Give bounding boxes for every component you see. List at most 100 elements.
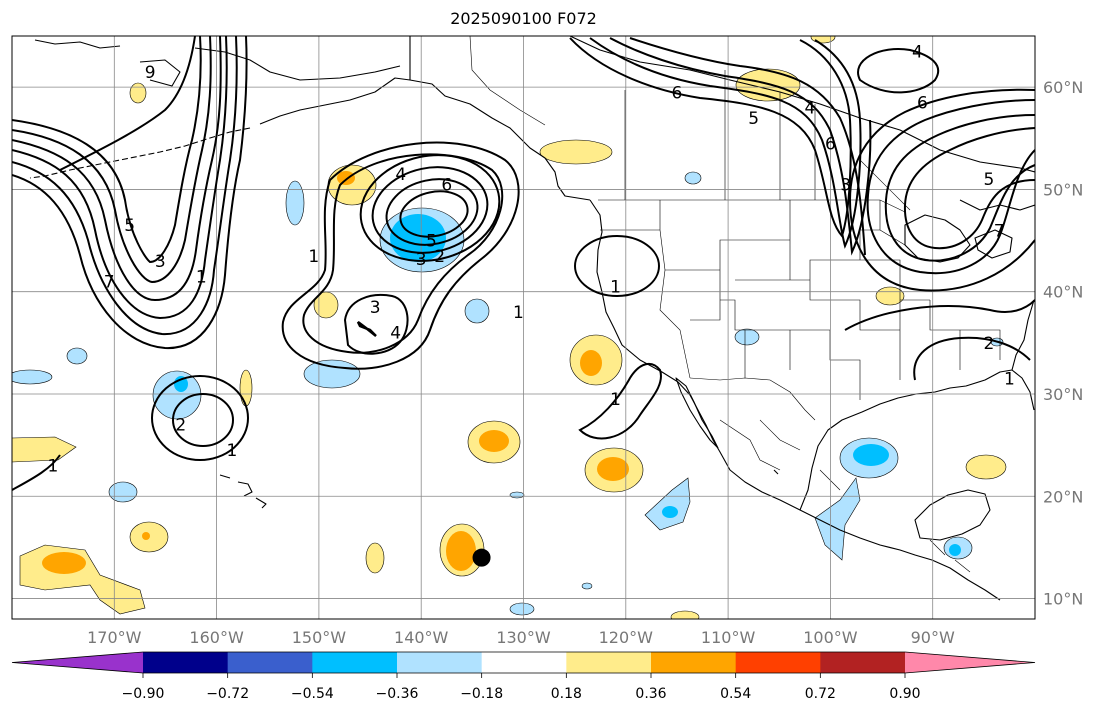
us-canada-border <box>598 199 906 213</box>
contour-label: 5 <box>984 170 995 190</box>
shade-orange <box>337 171 355 185</box>
contour-label: 7 <box>104 272 115 292</box>
colorbar-extend-low <box>12 652 143 673</box>
contour-label: 4 <box>805 99 816 119</box>
contour-line <box>12 36 222 302</box>
longitude-label: 140°W <box>394 628 449 647</box>
shading-layer <box>12 36 1007 619</box>
shade-orange <box>479 430 509 452</box>
shade-negative <box>509 602 535 616</box>
colorbar-bin <box>735 652 821 673</box>
gulf-coast <box>799 369 1035 511</box>
contour-line <box>589 37 862 249</box>
contour-line <box>172 393 234 447</box>
contour-line <box>569 37 852 239</box>
shade-positive <box>12 436 77 463</box>
contour-line <box>371 166 489 254</box>
colorbar-bin <box>312 652 398 673</box>
hawaii-islands <box>219 474 267 509</box>
contour-label: 1 <box>48 457 59 477</box>
shade-positive <box>239 369 253 407</box>
contour-label: 3 <box>155 252 166 272</box>
shade-negative <box>644 477 691 531</box>
longitude-labels: 170°W 160°W 150°W 140°W 130°W 120°W 110°W 100°W… <box>87 628 955 647</box>
colorbar-tick-label: 0.72 <box>805 686 836 702</box>
shade-blue <box>949 544 961 556</box>
shade-positive <box>539 139 613 165</box>
contour-line <box>574 235 660 297</box>
contour-label: 1 <box>610 278 621 298</box>
alaska-coast <box>409 36 591 201</box>
shade-orange <box>580 350 602 376</box>
yucatan <box>914 489 991 541</box>
latitude-label: 40°N <box>1043 283 1083 302</box>
contour-line <box>12 36 202 264</box>
coastline-layer <box>29 36 1035 601</box>
west-coast <box>589 199 1001 601</box>
canada-arctic <box>569 36 1035 173</box>
colorbar-extend-high <box>905 652 1035 673</box>
contour-line <box>913 336 1031 381</box>
contour-line <box>281 141 520 370</box>
contour-line <box>12 454 61 491</box>
latitude-label: 10°N <box>1043 590 1083 609</box>
contour-label: 3 <box>416 250 427 270</box>
longitude-label: 110°W <box>701 628 756 647</box>
colorbar-tick-label: 0.36 <box>635 686 666 702</box>
shade-orange <box>142 532 150 540</box>
longitude-label: 160°W <box>189 628 244 647</box>
shade-negative <box>734 328 760 346</box>
shade-positive <box>810 36 836 44</box>
colorbar-bin <box>143 652 229 673</box>
shade-negative <box>581 582 593 590</box>
colorbar-tick-label: −0.36 <box>376 686 419 702</box>
contour-label: 5 <box>426 232 437 252</box>
contour-label: 6 <box>672 83 683 103</box>
contour-label: 2 <box>434 247 445 267</box>
shade-orange <box>597 457 629 481</box>
aleutian-islands <box>29 127 251 179</box>
longitude-label: 150°W <box>292 628 347 647</box>
alaska-peninsula <box>259 77 411 125</box>
contour-label: 2 <box>175 416 186 436</box>
contour-line <box>12 36 228 320</box>
shade-negative <box>66 347 88 365</box>
latitude-label: 50°N <box>1043 180 1083 199</box>
contour-label: 6 <box>917 93 928 113</box>
contour-label: 4 <box>912 42 923 62</box>
colorbar: −0.90 −0.72 −0.54 −0.36 −0.18 0.18 0.36 0.54 0.7… <box>11 651 1036 702</box>
contour-label: 6 <box>825 134 836 154</box>
contour-layer <box>12 36 1035 491</box>
contour-label: 1 <box>513 303 524 323</box>
contour-line <box>866 99 1035 275</box>
contour-line <box>848 88 1035 292</box>
east-coast <box>1011 299 1035 371</box>
contour-label: 1 <box>196 267 207 287</box>
shade-negative <box>303 359 361 389</box>
shade-negative <box>12 369 53 385</box>
colorbar-bin <box>566 652 652 673</box>
latitude-label: 30°N <box>1043 385 1083 404</box>
longitude-label: 130°W <box>496 628 551 647</box>
great-lakes <box>904 214 1013 263</box>
shade-positive <box>365 542 385 574</box>
colorbar-tick-label: −0.72 <box>206 686 249 702</box>
latitude-labels: 10°N 20°N 30°N 40°N 50°N 60°N <box>1043 78 1083 608</box>
contour-label: 1 <box>610 390 621 410</box>
storm-position-marker <box>472 548 491 567</box>
contour-line <box>884 114 1035 262</box>
colorbar-tick-label: 0.90 <box>889 686 920 702</box>
contour-label: 5 <box>124 216 135 236</box>
contour-label: 4 <box>395 165 406 185</box>
us-mexico-border <box>689 377 816 421</box>
colorbar-bin <box>397 652 483 673</box>
colorbar-tick-label: −0.54 <box>291 686 334 702</box>
contour-label: 3 <box>840 175 851 195</box>
contour-line <box>343 294 409 355</box>
contour-line <box>844 299 1035 331</box>
colorbar-tick-label: 0.18 <box>551 686 582 702</box>
shade-positive <box>965 454 1007 480</box>
alaska-canada-border <box>469 36 546 126</box>
